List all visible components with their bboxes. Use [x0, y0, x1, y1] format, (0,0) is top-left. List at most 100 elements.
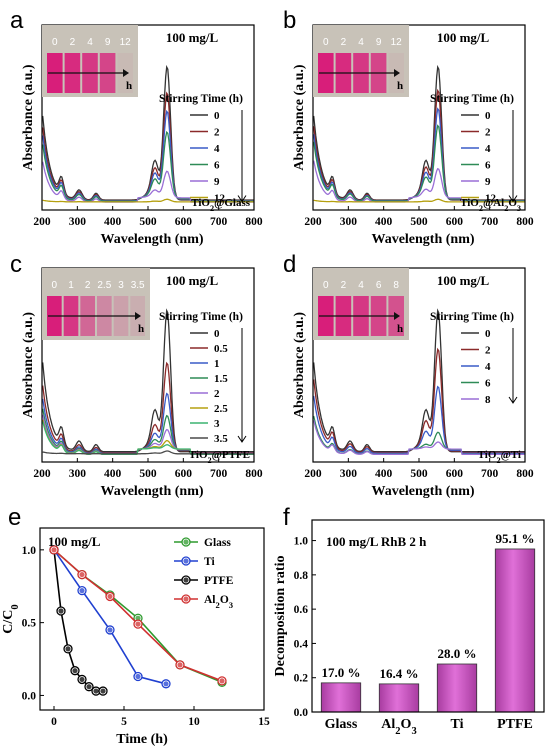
- vial-label: 6: [376, 280, 382, 291]
- inset-arrow-head: [394, 69, 400, 77]
- legend-entry: 0: [214, 328, 220, 340]
- data-point-fill: [58, 608, 64, 614]
- spectrum-line-4: [313, 107, 525, 202]
- legend-marker-fill: [183, 539, 189, 545]
- x-tick-label: 300: [69, 216, 87, 228]
- data-point-fill: [79, 676, 85, 683]
- spectrum-line-3.5: [42, 450, 254, 455]
- bar-data-label: 28.0 %: [438, 646, 477, 661]
- sample-label: TiO2@Glass: [191, 197, 251, 213]
- x-axis-title: Time (h): [116, 732, 168, 747]
- panel-letter: a: [10, 7, 24, 34]
- spectrum-line-2: [42, 91, 254, 202]
- legend-entry: 3.5: [214, 433, 228, 445]
- y-axis-title: C/C0: [1, 604, 21, 633]
- x-tick-label: 600: [446, 216, 464, 228]
- bar-data-label: 17.0 %: [322, 665, 361, 680]
- legend-title: Stirring Time (h): [159, 93, 243, 105]
- panel-letter: d: [283, 251, 296, 278]
- data-point-fill: [93, 688, 99, 694]
- data-point-fill: [135, 621, 141, 627]
- x-tick-label: 400: [104, 468, 122, 480]
- x-tick-label: 700: [481, 468, 499, 480]
- legend-entry: 9: [485, 176, 491, 188]
- vial-label: 3: [118, 280, 124, 291]
- sample-label: TiO2@PTFE: [189, 449, 250, 465]
- x-tick-label: 700: [481, 216, 499, 228]
- legend-entry: 8: [485, 394, 491, 406]
- legend-entry: PTFE: [204, 575, 234, 587]
- plot-frame: [311, 519, 545, 713]
- vial-label: 2: [341, 37, 347, 48]
- legend-arrow-head: [508, 195, 518, 203]
- y-axis-title: Absorbance (a.u.): [292, 312, 307, 419]
- panel-letter: b: [283, 7, 296, 34]
- data-point-fill: [107, 627, 113, 633]
- data-point-fill: [177, 662, 183, 668]
- x-tick-label: 800: [516, 468, 534, 480]
- spectrum-line-0: [42, 308, 254, 453]
- x-tick-label: 400: [104, 216, 122, 228]
- legend-entry: 6: [485, 160, 491, 172]
- vial-label: 9: [105, 37, 111, 48]
- legend-arrow-head: [237, 435, 247, 443]
- inset-arrow-head: [123, 69, 129, 77]
- x-tick-label: 500: [410, 216, 428, 228]
- bar-4: [494, 548, 536, 713]
- x-axis-title: Wavelength (nm): [371, 232, 474, 247]
- legend-marker-fill: [183, 596, 189, 602]
- y-axis-title: Absorbance (a.u.): [292, 64, 307, 171]
- x-tick-label: 700: [210, 216, 228, 228]
- legend-title: Stirring Time (h): [430, 311, 514, 323]
- legend-entry: 4: [485, 361, 491, 373]
- legend-marker-fill: [183, 577, 189, 583]
- legend-title: Stirring Time (h): [430, 93, 514, 105]
- concentration-label: 100 mg/L: [437, 273, 490, 288]
- legend-entry: 4: [214, 143, 220, 155]
- data-point-fill: [163, 681, 169, 687]
- panel-f: 17.0 % Glass 16.4 % Al2O3 28.0 % Ti 95.1 % PTFE…: [273, 504, 545, 737]
- x-tick-label: 10: [188, 716, 200, 728]
- legend-entry: Ti: [204, 556, 215, 568]
- legend-entry: 0: [485, 110, 491, 122]
- spectrum-line-8: [313, 420, 525, 456]
- inset-axis-label: h: [397, 323, 403, 335]
- legend-arrow-head: [508, 396, 518, 404]
- bar-3: [436, 663, 478, 713]
- legend-entry: 2: [214, 388, 220, 400]
- sample-label: TiO2@Ti: [478, 449, 521, 465]
- data-point-fill: [79, 571, 85, 578]
- concentration-label: 100 mg/L: [437, 30, 490, 45]
- series-line-ti: [53, 549, 167, 685]
- legend-marker-fill: [183, 558, 189, 564]
- legend-entry: 3: [214, 418, 220, 430]
- legend-entry: 1: [214, 358, 220, 370]
- y-tick-label: 0.0: [294, 707, 309, 719]
- data-point-fill: [72, 668, 78, 674]
- vial-label: 0: [52, 280, 58, 291]
- x-tick-label: 500: [139, 468, 157, 480]
- panel-letter: e: [8, 504, 21, 531]
- spectrum-line-2: [313, 88, 525, 202]
- data-point-fill: [79, 588, 85, 594]
- x-tick-label: 800: [245, 216, 263, 228]
- x-tick-label: Ti: [451, 717, 464, 732]
- data-point-fill: [135, 615, 141, 621]
- x-tick-label: 300: [340, 468, 358, 480]
- vial-label: 2: [341, 280, 347, 291]
- data-point-fill: [219, 678, 225, 684]
- inset-arrow-head: [394, 312, 400, 320]
- legend-entry: 2: [214, 127, 220, 139]
- legend-entry: 6: [214, 160, 220, 172]
- inset-arrow-head: [135, 312, 141, 320]
- x-tick-label: 200: [33, 216, 51, 228]
- vial-label: 2: [85, 280, 91, 291]
- inset-axis-label: h: [138, 323, 144, 335]
- bar-2: [378, 683, 420, 713]
- x-tick-label: 300: [69, 468, 87, 480]
- y-axis-title: Decomposition ratio: [273, 556, 288, 677]
